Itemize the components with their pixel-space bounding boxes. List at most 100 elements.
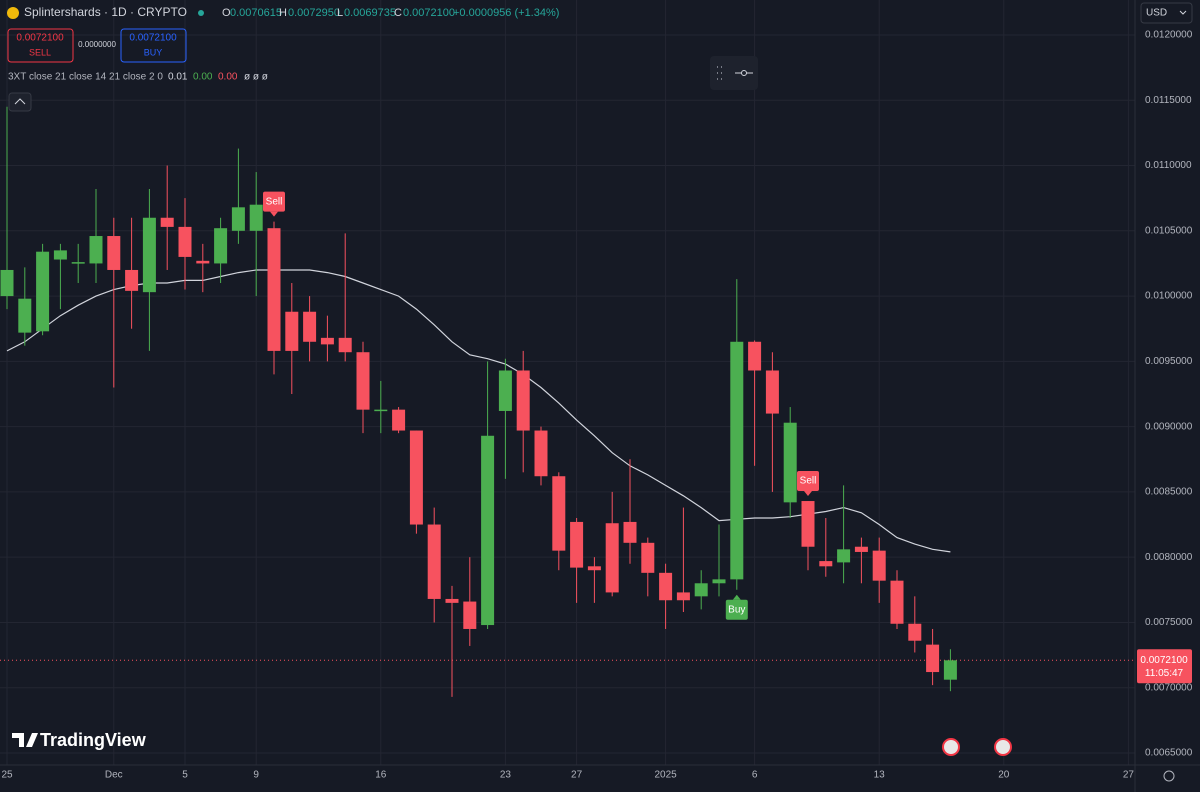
candle-body: [516, 370, 530, 431]
candle-body: [53, 250, 67, 260]
candle-body: [320, 337, 334, 345]
y-tick-label: 0.0075000: [1145, 617, 1193, 628]
status-dot: [198, 10, 204, 16]
signal-box: [725, 599, 748, 620]
price-tag-countdown: 11:05:47: [1145, 668, 1184, 679]
candle-body: [641, 542, 655, 573]
candle-body: [730, 341, 744, 580]
candle-body: [196, 260, 210, 264]
candle-body: [142, 217, 156, 293]
ohlc-value: 0.0070615: [230, 7, 282, 19]
x-tick-label: 23: [500, 770, 512, 781]
indicator-value: 0.00: [218, 72, 238, 83]
x-tick-label: 9: [253, 770, 259, 781]
candle-body: [765, 370, 779, 414]
candle-body: [303, 311, 317, 342]
x-tick-label: 6: [752, 770, 758, 781]
candle-body: [676, 592, 690, 601]
y-tick-label: 0.0095000: [1145, 356, 1193, 367]
candle-body: [427, 524, 441, 599]
symbol-icon: [7, 7, 19, 19]
ma-line: [6, 269, 951, 553]
settings-icon[interactable]: [1163, 770, 1175, 782]
ohlc-value: 0.0072950: [288, 7, 340, 19]
x-tick-label: 27: [571, 770, 583, 781]
price-tag-value: 0.0072100: [1140, 655, 1188, 666]
indicator-value: 0.01: [168, 72, 188, 83]
indicator-value: ø ø ø: [244, 72, 268, 83]
currency[interactable]: USD: [1146, 8, 1167, 19]
logo-mark: [12, 733, 38, 747]
buy-price[interactable]: 0.0072100: [129, 33, 177, 44]
candle-body: [107, 236, 121, 270]
sell-label[interactable]: SELL: [29, 47, 51, 57]
x-tick-label: 25: [1, 770, 13, 781]
symbol[interactable]: Splintershards · 1D · CRYPTO: [24, 5, 187, 19]
candle-body: [445, 598, 459, 603]
x-tick-label: 16: [375, 770, 387, 781]
x-tick-label: 2025: [654, 770, 677, 781]
x-tick-label: 27: [1123, 770, 1135, 781]
signal-pointer: [270, 211, 278, 217]
y-tick-label: 0.0120000: [1145, 30, 1193, 41]
candle-body: [249, 204, 263, 231]
drag-handle: [717, 66, 722, 80]
ohlc-label: H: [279, 7, 287, 19]
candle-body: [837, 549, 851, 563]
logo: TradingView: [40, 730, 147, 750]
candle-body: [801, 501, 815, 547]
event-flag[interactable]: [994, 738, 1012, 756]
candle-body: [356, 352, 370, 410]
signal-label: Sell: [266, 196, 283, 207]
candle-body: [463, 601, 477, 629]
candle-body: [338, 337, 352, 353]
buy-button[interactable]: 0.0072100 BUY: [120, 28, 187, 63]
candle-body: [748, 341, 762, 371]
buy-label[interactable]: BUY: [144, 47, 163, 57]
indicator-value: 0.00: [193, 72, 213, 83]
x-tick-label: 5: [182, 770, 188, 781]
candle-body: [160, 217, 174, 227]
sell-button[interactable]: 0.0072100 SELL: [7, 28, 74, 63]
candle-body: [854, 546, 868, 552]
candle-body: [783, 422, 797, 503]
candle-body: [498, 370, 512, 411]
plot: Sell Buy Sell: [0, 106, 1135, 697]
y-tick-label: 0.0100000: [1145, 291, 1193, 302]
candle-body: [18, 298, 32, 333]
candle-body: [214, 228, 228, 264]
y-tick-label: 0.0090000: [1145, 421, 1193, 432]
event-flags[interactable]: [942, 738, 1012, 756]
candle-body: [392, 409, 406, 431]
candle-body: [605, 523, 619, 593]
collapse-button[interactable]: [8, 92, 32, 112]
x-tick-label: 13: [874, 770, 886, 781]
y-tick-label: 0.0080000: [1145, 552, 1193, 563]
candle-body: [659, 572, 673, 601]
signal-box: [797, 471, 819, 492]
currency-selector[interactable]: [1140, 2, 1193, 24]
y-tick-label: 0.0085000: [1145, 487, 1193, 498]
candle-body: [89, 236, 103, 264]
event-flag[interactable]: [942, 738, 960, 756]
sell-box[interactable]: [7, 28, 74, 63]
y-tick-label: 0.0065000: [1145, 748, 1193, 759]
candle-body: [267, 228, 281, 351]
buy-box[interactable]: [120, 28, 187, 63]
indicator-name[interactable]: 3XT close 21 close 14 21 close 2 0: [8, 72, 163, 83]
candle-body: [481, 435, 495, 626]
candle-body: [694, 583, 708, 597]
ohlc-label: L: [337, 7, 343, 19]
candle-body: [926, 644, 940, 673]
toolbar[interactable]: [710, 56, 758, 90]
signal-label: Sell: [800, 476, 817, 487]
candle-body: [908, 623, 922, 641]
signal-label: Buy: [728, 604, 745, 615]
signal-pointer: [804, 491, 812, 497]
sell-price[interactable]: 0.0072100: [16, 33, 64, 44]
signal-pointer: [732, 594, 741, 600]
candle-body: [374, 409, 388, 412]
y-tick-label: 0.0105000: [1145, 225, 1193, 236]
